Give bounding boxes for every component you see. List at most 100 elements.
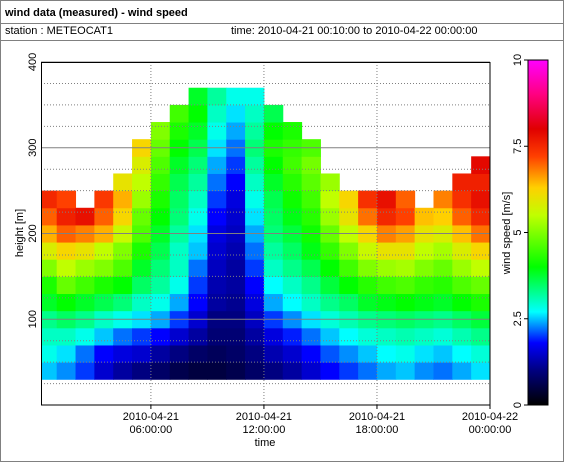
cell	[169, 190, 190, 209]
cell	[188, 362, 208, 380]
cell	[150, 207, 171, 226]
cell	[56, 344, 77, 363]
cell	[169, 344, 190, 363]
cell	[94, 190, 114, 209]
cell	[188, 276, 208, 295]
cell	[263, 327, 284, 346]
cell	[226, 87, 246, 106]
cell	[94, 327, 114, 346]
x-label: time	[255, 437, 276, 449]
cell	[169, 207, 190, 226]
cell	[320, 259, 340, 277]
cell	[245, 190, 265, 209]
cell	[433, 207, 453, 226]
cell	[452, 293, 472, 312]
cell	[226, 242, 246, 260]
cell	[395, 362, 416, 380]
cell	[75, 207, 95, 226]
cell	[433, 293, 453, 312]
cell	[320, 344, 340, 363]
cell	[132, 276, 152, 295]
cell	[245, 242, 265, 260]
cell	[301, 327, 321, 346]
cell	[339, 362, 359, 380]
cell	[245, 207, 265, 226]
cell	[263, 362, 284, 380]
cell	[395, 190, 416, 209]
cell	[169, 293, 190, 312]
cell	[414, 259, 434, 277]
cell	[226, 362, 246, 380]
title: wind data (measured) - wind speed	[4, 7, 188, 19]
colorbar-tick-label: 0	[512, 402, 524, 408]
cell	[245, 344, 265, 363]
cell	[358, 276, 378, 295]
cell	[132, 344, 152, 363]
cell	[75, 259, 95, 277]
cell	[41, 259, 58, 277]
colorbar-tick-label: 5	[512, 229, 524, 235]
cell	[471, 242, 490, 260]
cell	[41, 190, 58, 209]
cell	[169, 276, 190, 295]
cell	[56, 190, 77, 209]
cell	[282, 242, 303, 260]
cell	[358, 259, 378, 277]
cell	[188, 327, 208, 346]
cell	[376, 293, 397, 312]
cell	[433, 190, 453, 209]
cell	[207, 362, 227, 380]
cell	[169, 104, 190, 123]
cell	[433, 276, 453, 295]
cell	[414, 362, 434, 380]
cell	[188, 156, 208, 174]
cell	[113, 362, 133, 380]
cell	[395, 344, 416, 363]
cell	[188, 190, 208, 209]
cell	[113, 173, 133, 192]
cell	[169, 362, 190, 380]
colorbar-tick-label: 2.5	[512, 311, 524, 326]
cell	[263, 190, 284, 209]
cell	[376, 344, 397, 363]
cell	[358, 327, 378, 346]
cell	[339, 242, 359, 260]
cell	[358, 207, 378, 226]
cell	[245, 293, 265, 312]
cell	[113, 259, 133, 277]
cell	[339, 327, 359, 346]
cell	[395, 242, 416, 260]
cell	[207, 344, 227, 363]
cell	[150, 190, 171, 209]
cell	[207, 293, 227, 312]
cell	[339, 344, 359, 363]
cell	[263, 173, 284, 192]
x-tick-label: 2010-04-22 00:00:00	[461, 411, 519, 436]
cell	[207, 276, 227, 295]
cell	[320, 362, 340, 380]
cell	[226, 156, 246, 174]
cell	[452, 173, 472, 192]
plot-frame	[41, 62, 491, 406]
cell	[113, 207, 133, 226]
cell	[132, 173, 152, 192]
cell	[339, 259, 359, 277]
cell	[75, 344, 95, 363]
cell	[301, 156, 321, 174]
cell	[207, 259, 227, 277]
cell	[452, 276, 472, 295]
cell	[113, 327, 133, 346]
cell	[395, 327, 416, 346]
station: station : METEOCAT1	[5, 25, 113, 37]
cell	[226, 190, 246, 209]
cell	[56, 327, 77, 346]
cell	[207, 190, 227, 209]
y-tick-label: 100	[27, 310, 39, 328]
cell	[169, 242, 190, 260]
cell	[471, 259, 490, 277]
cell	[301, 173, 321, 192]
cell	[132, 156, 152, 174]
cell	[414, 276, 434, 295]
cell	[132, 259, 152, 277]
cell	[150, 156, 171, 174]
